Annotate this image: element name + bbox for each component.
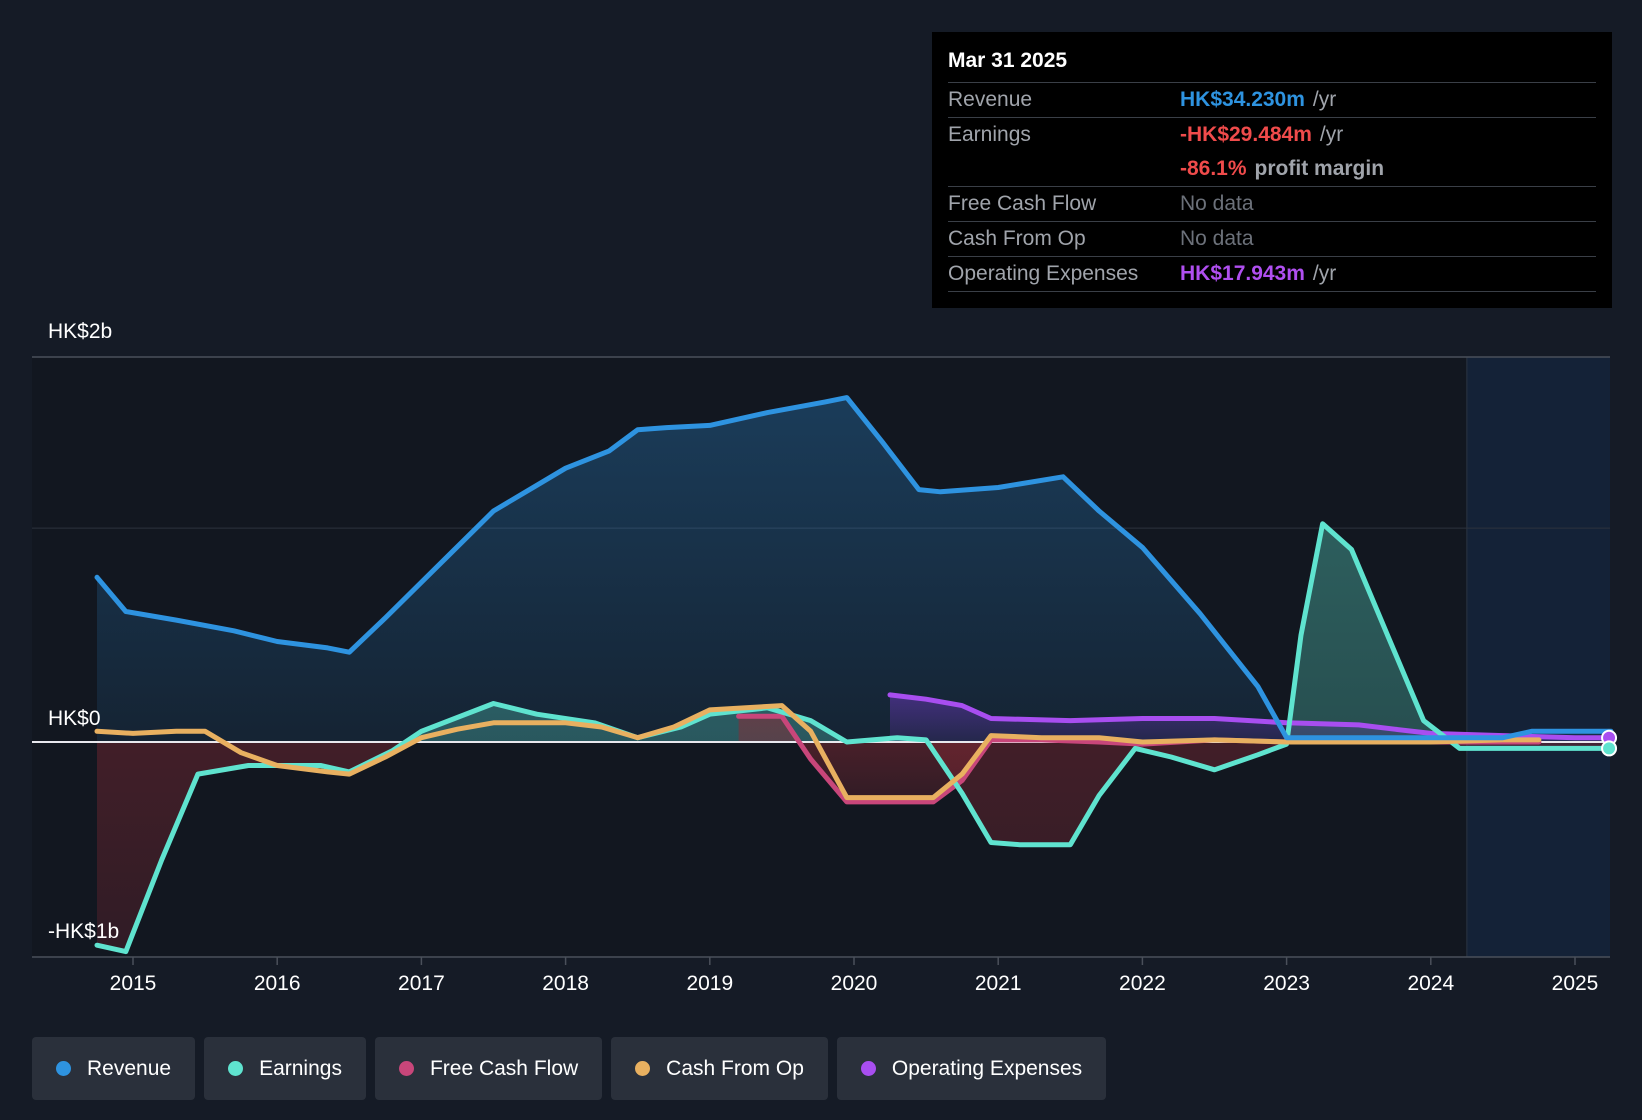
tooltip-label-earnings: Earnings — [948, 123, 1031, 146]
tooltip-label-cfo: Cash From Op — [948, 227, 1086, 250]
tooltip-value-margin: -86.1% — [1180, 157, 1247, 180]
area-operating-expenses — [890, 694, 1611, 742]
tooltip-row-earnings: Earnings -HK$29.484m /yr — [948, 118, 1596, 152]
area-earnings-positive — [97, 523, 1611, 742]
legend-item-operating-expenses[interactable]: Operating Expenses — [836, 1037, 1107, 1100]
legend-label-cash-from-op: Cash From Op — [666, 1056, 804, 1080]
line-cash-from-op — [94, 703, 1542, 801]
legend-label-revenue: Revenue — [87, 1056, 172, 1080]
line-revenue — [94, 395, 1614, 741]
x-tick-label-2016: 2016 — [254, 972, 301, 995]
tooltip-value-revenue: HK$34.230m — [1180, 88, 1305, 111]
tooltip-unit-revenue: /yr — [1312, 88, 1337, 111]
legend-item-earnings[interactable]: Earnings — [204, 1037, 366, 1100]
tooltip-row-revenue: Revenue HK$34.230m /yr — [948, 83, 1596, 118]
x-tick-label-2019: 2019 — [686, 972, 733, 995]
legend-dot-operating-expenses — [860, 1061, 876, 1076]
legend-label-operating-expenses: Operating Expenses — [891, 1056, 1083, 1080]
tooltip-label-margin-spacer — [948, 152, 1180, 186]
legend-item-free-cash-flow[interactable]: Free Cash Flow — [374, 1037, 603, 1100]
tooltip-row-fcf: Free Cash Flow No data — [948, 187, 1596, 222]
x-tick-label-2024: 2024 — [1407, 972, 1454, 995]
legend-item-cash-from-op[interactable]: Cash From Op — [611, 1037, 828, 1100]
marker-earnings — [1601, 740, 1618, 757]
x-tick-label-2020: 2020 — [831, 972, 878, 995]
area-earnings-negative — [97, 742, 1611, 952]
x-tick-label-2021: 2021 — [975, 972, 1022, 995]
tooltip-unit-opex: /yr — [1312, 262, 1337, 285]
tooltip-unit-margin: profit margin — [1254, 157, 1385, 180]
y-axis-label-top: HK$2b — [48, 320, 113, 343]
forecast-region — [1466, 357, 1610, 957]
tooltip-unit-earnings: /yr — [1319, 123, 1344, 146]
tooltip-value-opex: HK$17.943m — [1180, 262, 1305, 285]
x-tick-label-2023: 2023 — [1263, 972, 1310, 995]
tooltip-label-fcf: Free Cash Flow — [948, 192, 1097, 215]
legend-dot-free-cash-flow — [398, 1061, 414, 1076]
tooltip-label-revenue: Revenue — [948, 88, 1033, 111]
tooltip-row-opex: Operating Expenses HK$17.943m /yr — [948, 257, 1596, 292]
tooltip-value-earnings: -HK$29.484m — [1180, 123, 1312, 146]
data-tooltip: Mar 31 2025 Revenue HK$34.230m /yr Earni… — [932, 32, 1612, 308]
tooltip-label-opex: Operating Expenses — [948, 262, 1139, 285]
y-axis-label-zero: HK$0 — [48, 707, 101, 730]
y-axis-label-bottom: -HK$1b — [48, 920, 120, 943]
tooltip-row-cfo: Cash From Op No data — [948, 222, 1596, 257]
legend-label-earnings: Earnings — [259, 1056, 342, 1080]
x-tick-label-2025: 2025 — [1552, 972, 1599, 995]
tooltip-date: Mar 31 2025 — [948, 46, 1596, 83]
area-free-cash-flow — [738, 716, 1539, 802]
chart-legend: Revenue Earnings Free Cash Flow Cash Fro… — [32, 1037, 1107, 1100]
legend-dot-revenue — [56, 1061, 71, 1076]
legend-label-free-cash-flow: Free Cash Flow — [429, 1056, 579, 1080]
tooltip-value-fcf: No data — [1180, 192, 1254, 215]
x-tick-label-2022: 2022 — [1119, 972, 1166, 995]
x-tick-label-2018: 2018 — [542, 972, 589, 995]
tooltip-value-cfo: No data — [1180, 227, 1254, 250]
tooltip-row-margin: -86.1% profit margin — [948, 152, 1596, 187]
x-tick-label-2017: 2017 — [398, 972, 445, 995]
x-tick-label-2015: 2015 — [110, 972, 157, 995]
legend-item-revenue[interactable]: Revenue — [32, 1037, 196, 1100]
legend-dot-cash-from-op — [635, 1061, 651, 1076]
legend-dot-earnings — [228, 1061, 244, 1076]
